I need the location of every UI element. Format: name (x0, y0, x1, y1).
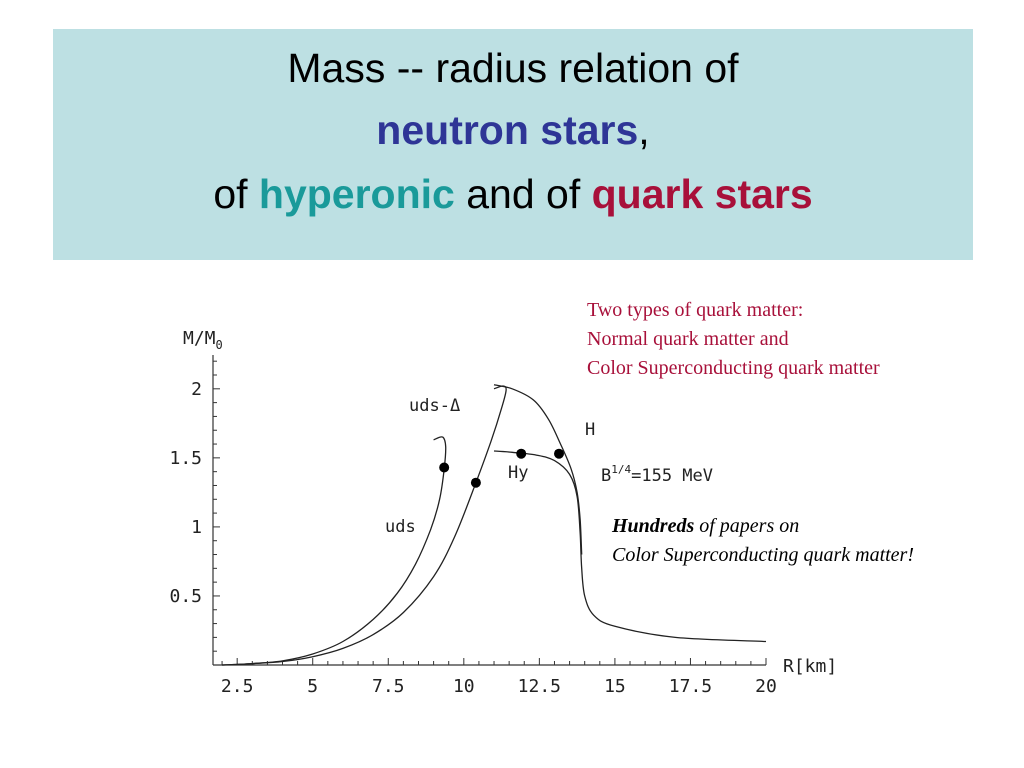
note-line: Color Superconducting quark matter (587, 357, 880, 379)
note-line: Normal quark matter and (587, 328, 789, 350)
papers-note: Hundreds of papers on Color Superconduct… (612, 512, 914, 570)
title-line-3: of hyperonic and of quark stars (53, 169, 973, 219)
series-line (222, 436, 447, 666)
y-axis-label-sub: 0 (216, 338, 223, 352)
series-line (222, 385, 507, 666)
title-line-1: Mass -- radius relation of (53, 43, 973, 93)
series-line (493, 384, 583, 555)
curve-label: uds (385, 517, 416, 537)
x-tick-label: 15 (604, 676, 626, 697)
title-comma: , (638, 107, 650, 153)
x-axis-label: R[km] (783, 656, 837, 677)
x-tick-label: 20 (755, 676, 777, 697)
curve-label: Hy (508, 463, 528, 483)
note-line: Color Superconducting quark matter! (612, 544, 915, 566)
bag-constant-exp: 1/4 (611, 463, 631, 476)
title-banner: Mass -- radius relation of neutron stars… (53, 29, 973, 260)
series-line (493, 450, 767, 643)
y-axis-label-base: M/M (183, 328, 216, 349)
chart-axes: 2.5 5 7.5 10 12.5 15 17.5 20 0.5 1 1.5 2 (169, 355, 777, 697)
title-text: Mass -- radius relation of (287, 45, 739, 91)
max-mass-point (554, 448, 565, 459)
chart-labels: uds uds-Δ Hy H (385, 396, 595, 537)
x-tick-label: 7.5 (372, 676, 405, 697)
x-tick-label: 2.5 (221, 676, 254, 697)
note-emphasis: Hundreds (612, 515, 695, 537)
title-quark-stars: quark stars (591, 171, 813, 217)
title-hyperonic: hyperonic (258, 171, 455, 217)
x-tick-label: 12.5 (518, 676, 561, 697)
chart-curves (222, 384, 767, 666)
chart-markers (439, 448, 565, 488)
note-line: Hundreds of papers on (612, 512, 914, 541)
max-mass-point (470, 477, 481, 488)
y-tick-label: 2 (191, 379, 202, 400)
y-tick-label: 1 (191, 517, 202, 538)
note-text: of papers on (694, 515, 800, 537)
max-mass-point (439, 462, 450, 473)
bag-constant-base: B (601, 466, 611, 486)
bag-constant-value: =155 MeV (631, 466, 713, 486)
y-tick-label: 0.5 (169, 586, 202, 607)
x-tick-label: 10 (453, 676, 475, 697)
curve-label: uds-Δ (409, 396, 460, 416)
note-line: Two types of quark matter: (587, 299, 804, 321)
title-line-2: neutron stars, (53, 105, 973, 155)
title-of: of (213, 171, 259, 217)
title-and-of: and of (454, 171, 592, 217)
x-tick-label: 17.5 (669, 676, 712, 697)
y-tick-label: 1.5 (169, 448, 202, 469)
max-mass-point (516, 448, 527, 459)
x-tick-label: 5 (307, 676, 318, 697)
curve-label: H (585, 420, 595, 440)
y-axis-label: M/M0 (183, 328, 223, 352)
bag-constant-annotation: B1/4=155 MeV (601, 463, 713, 486)
quark-matter-note: Two types of quark matter: Normal quark … (587, 296, 880, 383)
title-neutron-stars: neutron stars (376, 107, 639, 153)
